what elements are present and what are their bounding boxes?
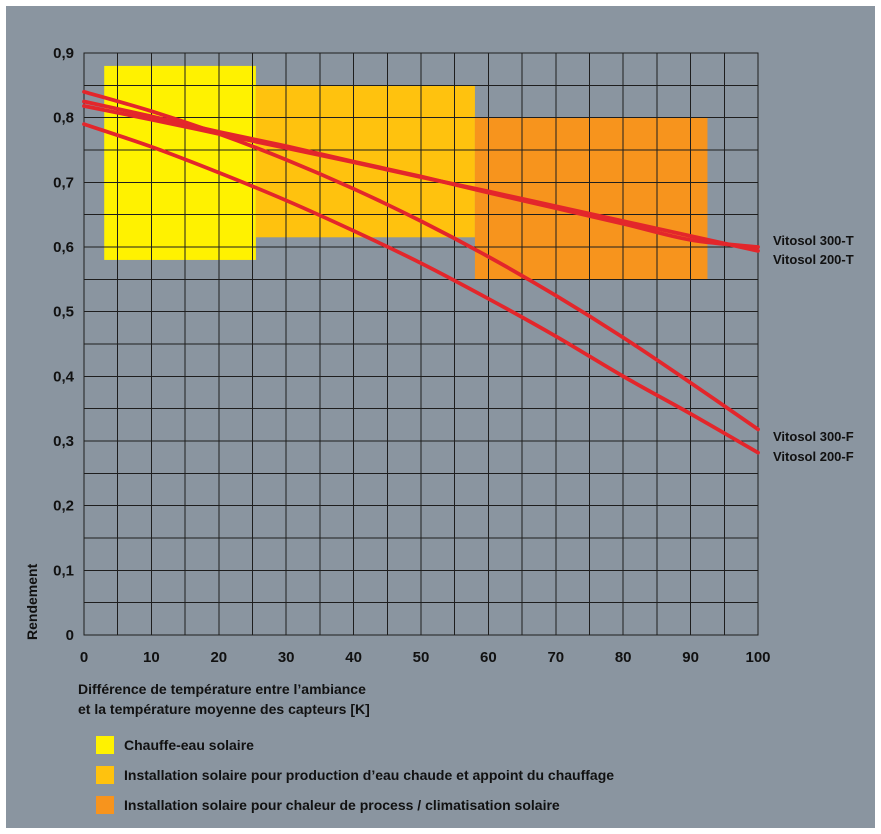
series-label-vitosol-300-t: Vitosol 300-T [773, 233, 854, 248]
y-tick-label: 0 [66, 627, 74, 644]
y-axis-label: Rendement [24, 563, 40, 640]
series-label-vitosol-300-f: Vitosol 300-F [773, 429, 854, 444]
legend-label-process-climatisation: Installation solaire pour chaleur de pro… [124, 797, 560, 813]
series-line-vitosol-200-f [82, 122, 760, 455]
x-tick-label: 50 [413, 649, 430, 666]
y-tick-label: 0,3 [53, 433, 74, 450]
x-tick-label: 20 [210, 649, 227, 666]
x-tick-label: 80 [615, 649, 632, 666]
series-line-vitosol-200-t [82, 104, 760, 253]
x-tick-label: 0 [80, 649, 88, 666]
x-tick-label: 40 [345, 649, 362, 666]
series-line-vitosol-300-f [82, 89, 760, 432]
y-tick-label: 0,8 [53, 110, 74, 127]
legend: Chauffe-eau solaire Installation solaire… [96, 736, 614, 814]
y-tick-label: 0,2 [53, 498, 74, 515]
plot-border [83, 52, 759, 636]
series-label-vitosol-200-f: Vitosol 200-F [773, 449, 854, 464]
x-tick-label: 100 [745, 649, 770, 666]
y-tick-label: 0,5 [53, 304, 74, 321]
legend-label-eau-chaude-chauffage: Installation solaire pour production d’e… [124, 767, 614, 783]
y-tick-label: 0,9 [53, 45, 74, 62]
x-tick-label: 30 [278, 649, 295, 666]
x-axis-label-line-1: Différence de température entre l’ambian… [78, 681, 366, 697]
y-tick-label: 0,1 [53, 562, 74, 579]
ticks-layer: 0 10 20 30 40 50 60 70 80 90 100 0 0,1 0,2 0,3 0,4 0,5 0,… [53, 45, 770, 666]
band-1 [104, 65, 256, 260]
y-tick-label: 0,4 [53, 368, 75, 385]
x-tick-label: 10 [143, 649, 160, 666]
y-tick-label: 0,7 [53, 174, 74, 191]
x-axis-label-line-2: et la température moyenne des capteurs [… [78, 701, 370, 717]
axes-layer [83, 52, 759, 636]
x-tick-label: 90 [682, 649, 699, 666]
legend-swatch-chauffe-eau-solaire [96, 736, 114, 754]
legend-swatch-process-climatisation [96, 796, 114, 814]
legend-swatch-eau-chaude-chauffage [96, 766, 114, 784]
series-layer [82, 89, 760, 455]
x-tick-label: 60 [480, 649, 497, 666]
y-tick-label: 0,6 [53, 239, 74, 256]
series-label-vitosol-200-t: Vitosol 200-T [773, 252, 854, 267]
legend-label-chauffe-eau-solaire: Chauffe-eau solaire [124, 737, 254, 753]
series-labels-layer: Vitosol 300-T Vitosol 200-T Vitosol 300-… [773, 233, 854, 464]
x-tick-label: 70 [547, 649, 564, 666]
grid-layer [84, 53, 758, 635]
